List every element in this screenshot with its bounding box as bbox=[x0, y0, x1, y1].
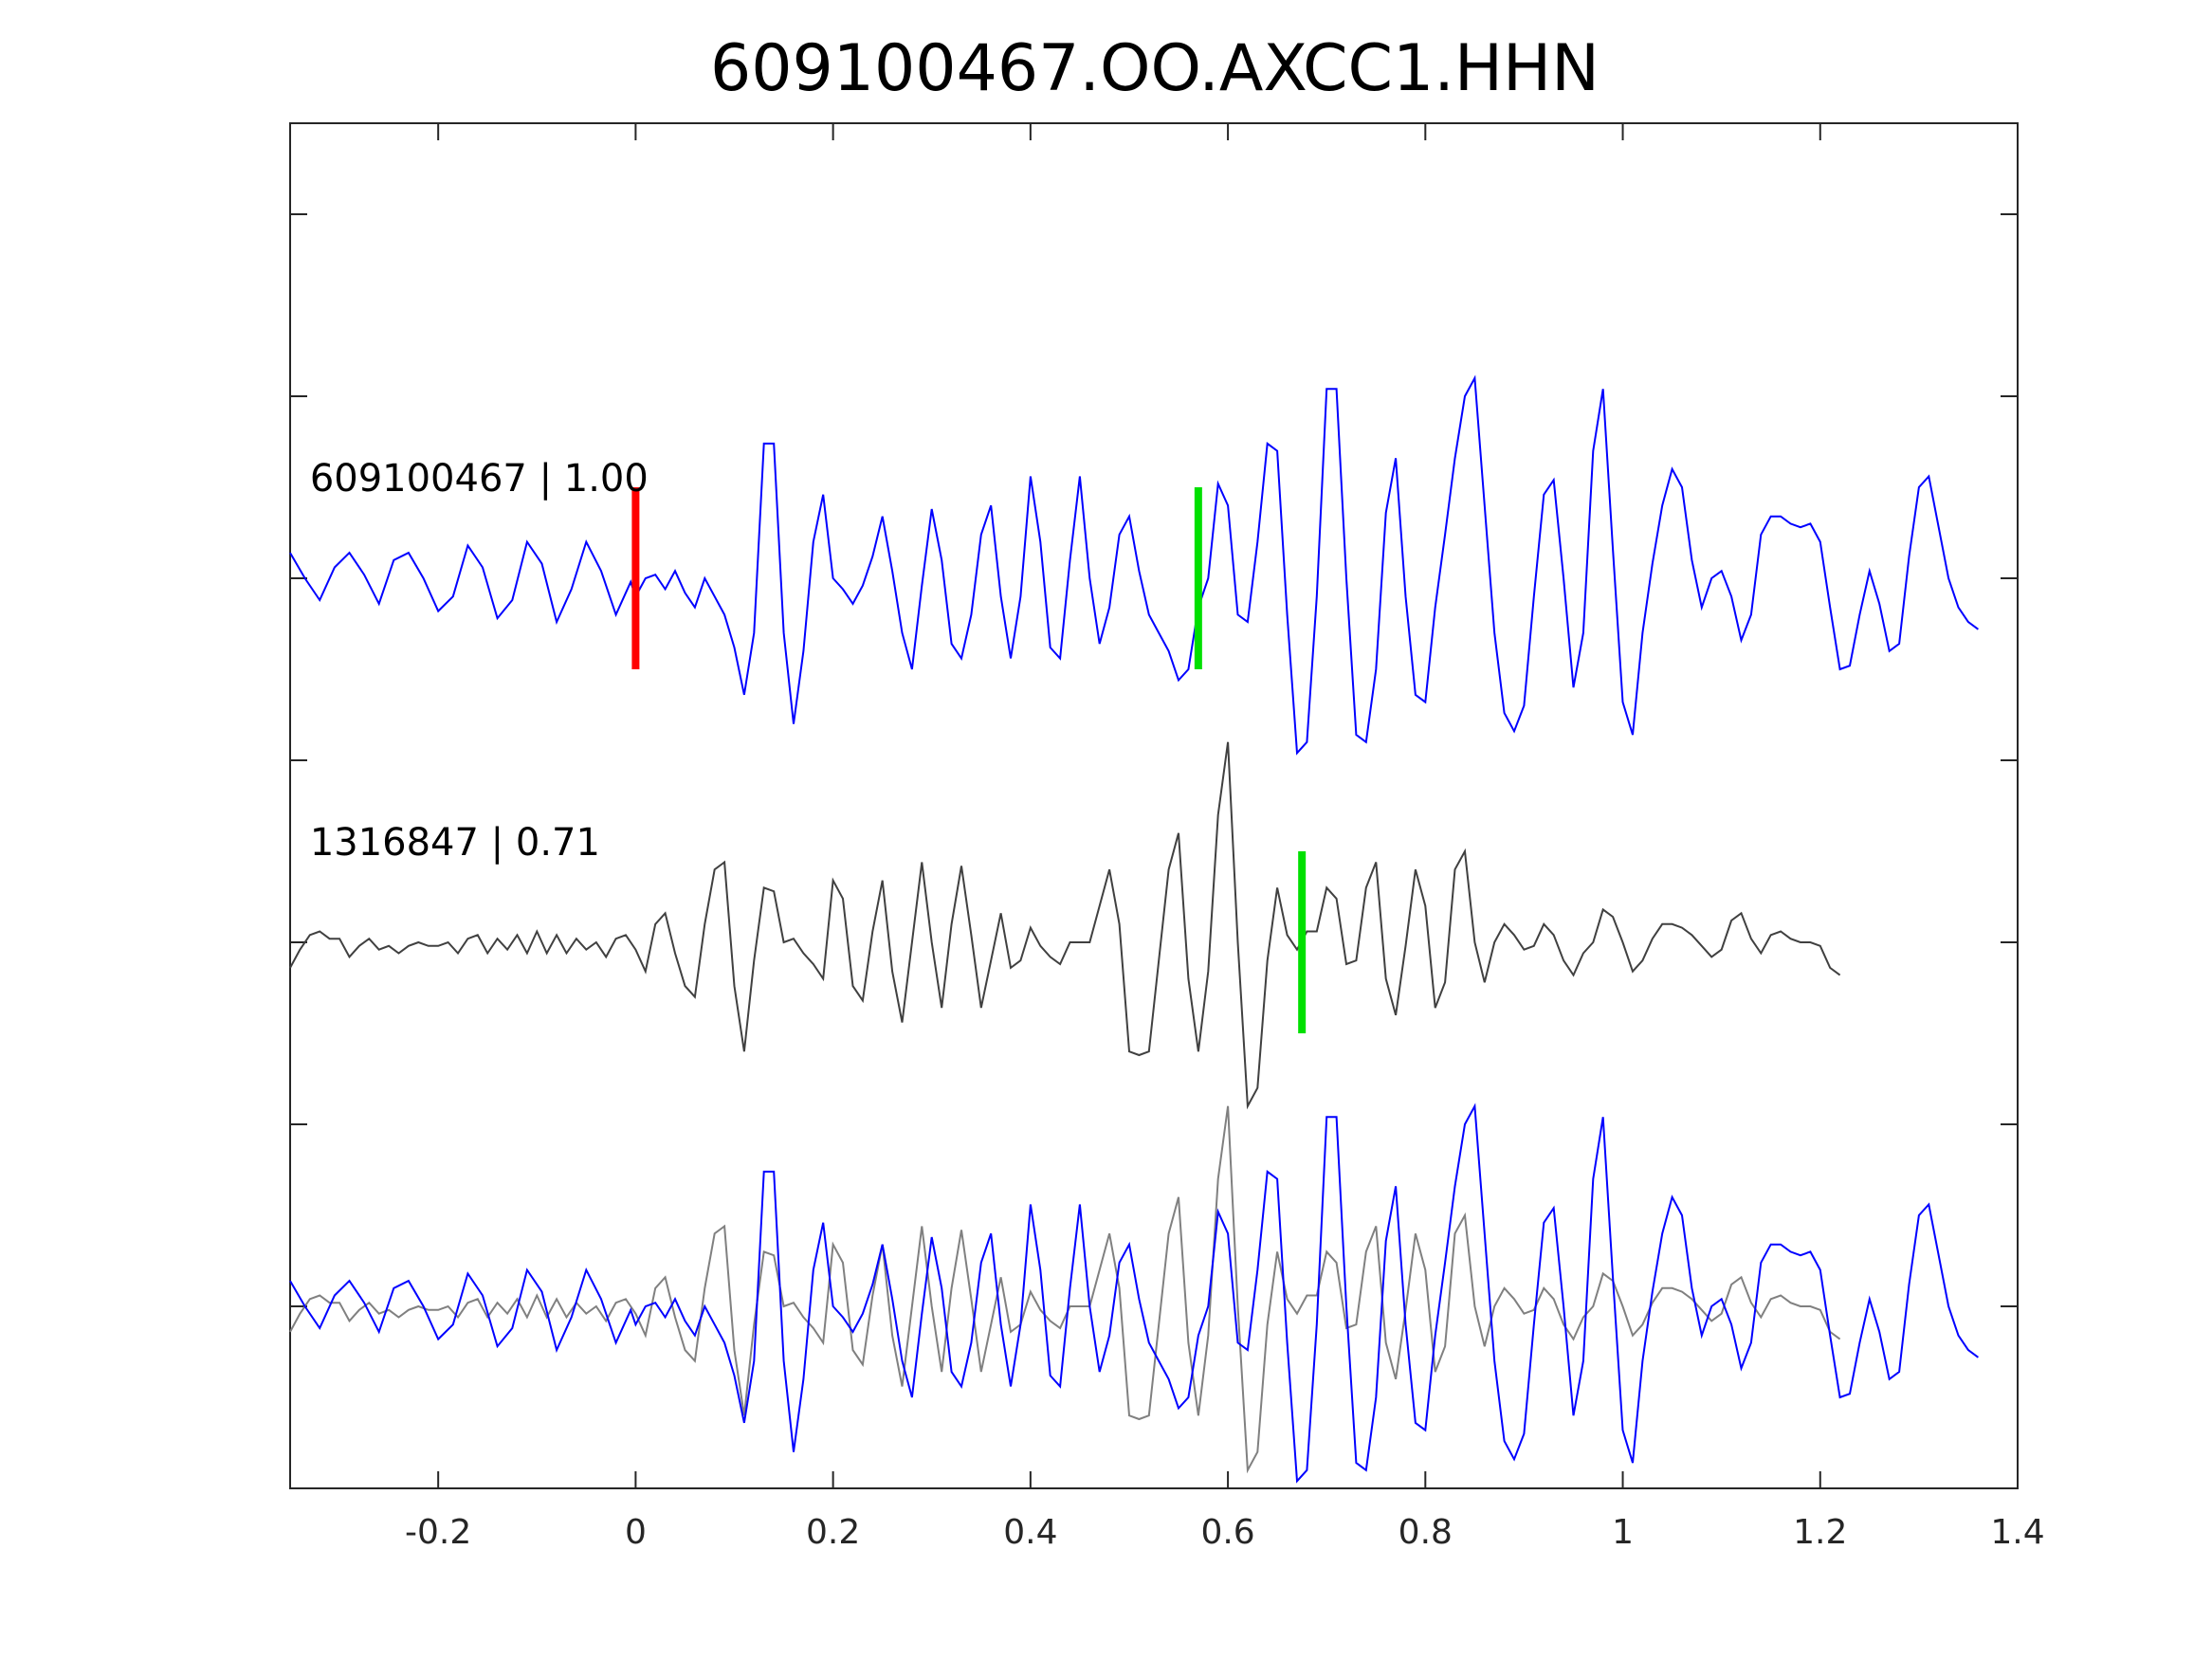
x-tick-label: 0.6 bbox=[1200, 1513, 1254, 1552]
trace-label-609100467: 609100467 | 1.00 bbox=[310, 457, 649, 501]
trace-1316847-line bbox=[289, 741, 1841, 1110]
x-tick-label: 1.2 bbox=[1793, 1513, 1847, 1552]
x-tick-label: 1.4 bbox=[1990, 1513, 2044, 1552]
x-tick-label: 0 bbox=[625, 1513, 647, 1552]
x-tick-label: 0.2 bbox=[806, 1513, 860, 1552]
axes-box bbox=[289, 122, 2019, 1489]
overlay-template-line bbox=[289, 1103, 1979, 1484]
x-tick-label: 1 bbox=[1612, 1513, 1634, 1552]
x-tick-label: -0.2 bbox=[405, 1513, 471, 1552]
x-tick-label: 0.8 bbox=[1398, 1513, 1453, 1552]
trace-609100467-line bbox=[289, 374, 1979, 756]
x-tick-label: 0.4 bbox=[1003, 1513, 1057, 1552]
trace-label-1316847: 1316847 | 0.71 bbox=[310, 821, 600, 865]
plot-area: -0.2 0 0.2 0.4 0.6 0.8 1 1.2 1.4 609100467 | 1.00… bbox=[289, 122, 2045, 1552]
chart-title: 609100467.OO.AXCC1.HHN bbox=[710, 31, 1600, 106]
